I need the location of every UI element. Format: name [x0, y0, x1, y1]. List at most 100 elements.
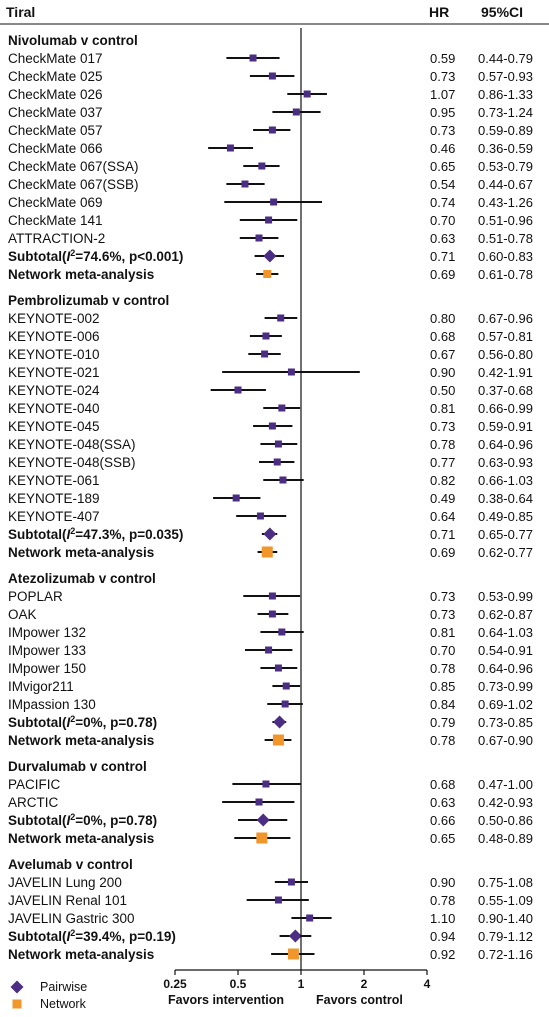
legend-pairwise-label: Pairwise — [40, 980, 87, 994]
label-column-header: Tiral — [6, 4, 35, 20]
study-ci-value: 0.36-0.59 — [478, 141, 533, 156]
study-hr-value: 0.74 — [430, 195, 455, 210]
study-name: KEYNOTE-045 — [8, 419, 100, 434]
study-row: CheckMate 069 0.74 0.43-1.26 — [8, 195, 533, 210]
study-name: KEYNOTE-010 — [8, 347, 100, 362]
x-tick-label: 0.25 — [163, 977, 187, 991]
study-row: KEYNOTE-021 0.90 0.42-1.91 — [8, 365, 533, 380]
group-title: Atezolizumab v control — [8, 571, 156, 586]
study-name: ATTRACTION-2 — [8, 231, 105, 246]
study-ci-value: 0.44-0.67 — [478, 177, 533, 192]
study-ci-value: 0.54-0.91 — [478, 643, 533, 658]
subtotal-ci-value: 0.73-0.85 — [478, 715, 533, 730]
study-name: CheckMate 037 — [8, 105, 103, 120]
study-name: CheckMate 067(SSA) — [8, 159, 139, 174]
study-name: IMpower 150 — [8, 661, 86, 676]
study-point-estimate — [292, 108, 300, 116]
study-row: JAVELIN Renal 101 0.78 0.55-1.09 — [8, 893, 533, 908]
study-row: IMvigor211 0.85 0.73-0.99 — [8, 679, 533, 694]
network-label: Network meta-analysis — [8, 733, 154, 748]
study-ci-value: 0.63-0.93 — [478, 455, 533, 470]
study-row: KEYNOTE-040 0.81 0.66-0.99 — [8, 401, 533, 416]
subtotal-ci-value: 0.79-1.12 — [478, 929, 533, 944]
study-ci-value: 0.57-0.93 — [478, 69, 533, 84]
study-point-estimate — [306, 914, 314, 922]
study-point-estimate — [270, 198, 278, 206]
study-hr-value: 0.70 — [430, 213, 455, 228]
study-ci-value: 0.75-1.08 — [478, 875, 533, 890]
study-row: KEYNOTE-189 0.49 0.38-0.64 — [8, 491, 533, 506]
study-name: IMpower 133 — [8, 643, 86, 658]
study-point-estimate — [265, 646, 273, 654]
study-name: CheckMate 069 — [8, 195, 103, 210]
study-hr-value: 0.77 — [430, 455, 455, 470]
study-point-estimate — [273, 458, 281, 466]
study-hr-value: 1.07 — [430, 87, 455, 102]
study-row: KEYNOTE-006 0.68 0.57-0.81 — [8, 329, 533, 344]
subtotal-diamond — [263, 527, 277, 541]
x-axis: 0.25 0.5 1 2 4 Favors intervention Favors cont… — [163, 28, 431, 1007]
study-hr-value: 0.59 — [430, 51, 455, 66]
network-hr-value: 0.65 — [430, 831, 455, 846]
study-hr-value: 0.78 — [430, 893, 455, 908]
x-tick-label: 2 — [361, 977, 368, 991]
study-ci-value: 0.44-0.79 — [478, 51, 533, 66]
subtotal-ci-value: 0.65-0.77 — [478, 527, 533, 542]
study-ci-value: 0.69-1.02 — [478, 697, 533, 712]
study-point-estimate — [268, 610, 276, 618]
study-point-estimate — [268, 422, 276, 430]
subtotal-ci-value: 0.50-0.86 — [478, 813, 533, 828]
study-row: JAVELIN Lung 200 0.90 0.75-1.08 — [8, 875, 533, 890]
study-ci-value: 0.67-0.96 — [478, 311, 533, 326]
study-name: CheckMate 067(SSB) — [8, 177, 139, 192]
study-row: KEYNOTE-407 0.64 0.49-0.85 — [8, 509, 533, 524]
network-row: Network meta-analysis 0.92 0.72-1.16 — [8, 947, 533, 962]
study-name: POPLAR — [8, 589, 63, 604]
study-hr-value: 0.85 — [430, 679, 455, 694]
study-hr-value: 0.68 — [430, 777, 455, 792]
study-point-estimate — [265, 216, 273, 224]
subtotal-diamond — [273, 715, 287, 729]
study-hr-value: 0.64 — [430, 509, 455, 524]
study-row: KEYNOTE-045 0.73 0.59-0.91 — [8, 419, 533, 434]
study-point-estimate — [255, 798, 263, 806]
network-ci-value: 0.48-0.89 — [478, 831, 533, 846]
network-label: Network meta-analysis — [8, 545, 154, 560]
network-hr-value: 0.92 — [430, 947, 455, 962]
x-tick-label: 1 — [298, 977, 305, 991]
study-hr-value: 0.73 — [430, 419, 455, 434]
study-row: CheckMate 067(SSB) 0.54 0.44-0.67 — [8, 177, 533, 192]
favors-control-caption: Favors control — [316, 993, 403, 1007]
study-point-estimate — [278, 628, 286, 636]
group-block: Nivolumab v control CheckMate 017 0.59 0.44… — [8, 33, 533, 282]
study-name: OAK — [8, 607, 37, 622]
study-row: CheckMate 067(SSA) 0.65 0.53-0.79 — [8, 159, 533, 174]
subtotal-label: Subtotal(I2=39.4%, p=0.19) — [8, 928, 176, 944]
network-point-estimate — [256, 832, 268, 844]
study-row: IMpower 150 0.78 0.64-0.96 — [8, 661, 533, 676]
legend-network-marker — [12, 999, 22, 1009]
study-ci-value: 0.49-0.85 — [478, 509, 533, 524]
study-point-estimate — [255, 234, 263, 242]
study-ci-value: 0.51-0.78 — [478, 231, 533, 246]
study-row: IMpower 132 0.81 0.64-1.03 — [8, 625, 533, 640]
study-hr-value: 1.10 — [430, 911, 455, 926]
network-point-estimate — [272, 734, 284, 746]
table-header: Tiral HR 95%CI — [0, 4, 549, 25]
study-name: JAVELIN Lung 200 — [8, 875, 122, 890]
group-title: Pembrolizumab v control — [8, 293, 169, 308]
study-point-estimate — [282, 682, 290, 690]
network-ci-value: 0.67-0.90 — [478, 733, 533, 748]
study-name: JAVELIN Gastric 300 — [8, 911, 135, 926]
study-hr-value: 0.70 — [430, 643, 455, 658]
study-point-estimate — [226, 144, 234, 152]
network-row: Network meta-analysis 0.69 0.61-0.78 — [8, 267, 533, 282]
study-name: PACIFIC — [8, 777, 61, 792]
study-ci-value: 0.55-1.09 — [478, 893, 533, 908]
subtotal-hr-value: 0.79 — [430, 715, 455, 730]
subtotal-row: Subtotal(I2=0%, p=0.78) 0.66 0.50-0.86 — [8, 812, 533, 828]
network-hr-value: 0.69 — [430, 545, 455, 560]
subtotal-diamond — [256, 813, 270, 827]
network-point-estimate — [263, 270, 272, 278]
study-name: KEYNOTE-061 — [8, 473, 100, 488]
